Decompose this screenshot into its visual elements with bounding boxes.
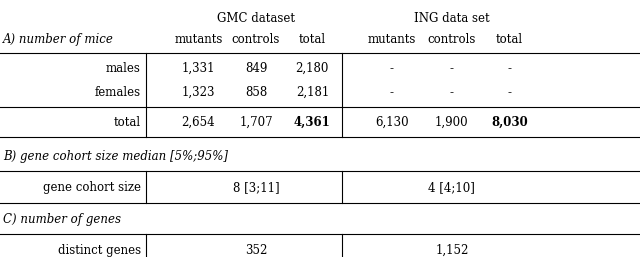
Text: total: total [114,116,141,129]
Text: controls: controls [232,33,280,47]
Text: 1,323: 1,323 [182,86,215,99]
Text: total: total [496,33,523,47]
Text: A) number of mice: A) number of mice [3,33,114,47]
Text: 2,181: 2,181 [296,86,329,99]
Text: 2,180: 2,180 [296,62,329,75]
Text: 1,707: 1,707 [239,116,273,129]
Text: B) gene cohort size median [5%;95%]: B) gene cohort size median [5%;95%] [3,150,228,163]
Text: -: - [390,62,394,75]
Text: gene cohort size: gene cohort size [43,181,141,194]
Text: 6,130: 6,130 [375,116,408,129]
Text: mutants: mutants [174,33,223,47]
Text: 352: 352 [245,244,267,257]
Text: -: - [508,62,511,75]
Text: 849: 849 [245,62,267,75]
Text: C) number of genes: C) number of genes [3,213,121,226]
Text: 8 [3;11]: 8 [3;11] [233,181,279,194]
Text: 4,361: 4,361 [294,116,331,129]
Text: 858: 858 [245,86,267,99]
Text: -: - [390,86,394,99]
Text: 2,654: 2,654 [182,116,215,129]
Text: ING data set: ING data set [414,12,490,25]
Text: controls: controls [428,33,476,47]
Text: -: - [508,86,511,99]
Text: -: - [450,62,454,75]
Text: -: - [450,86,454,99]
Text: 8,030: 8,030 [491,116,528,129]
Text: 1,900: 1,900 [435,116,468,129]
Text: females: females [95,86,141,99]
Text: distinct genes: distinct genes [58,244,141,257]
Text: total: total [299,33,326,47]
Text: GMC dataset: GMC dataset [217,12,295,25]
Text: mutants: mutants [367,33,416,47]
Text: 1,152: 1,152 [435,244,468,257]
Text: 1,331: 1,331 [182,62,215,75]
Text: males: males [106,62,141,75]
Text: 4 [4;10]: 4 [4;10] [428,181,476,194]
